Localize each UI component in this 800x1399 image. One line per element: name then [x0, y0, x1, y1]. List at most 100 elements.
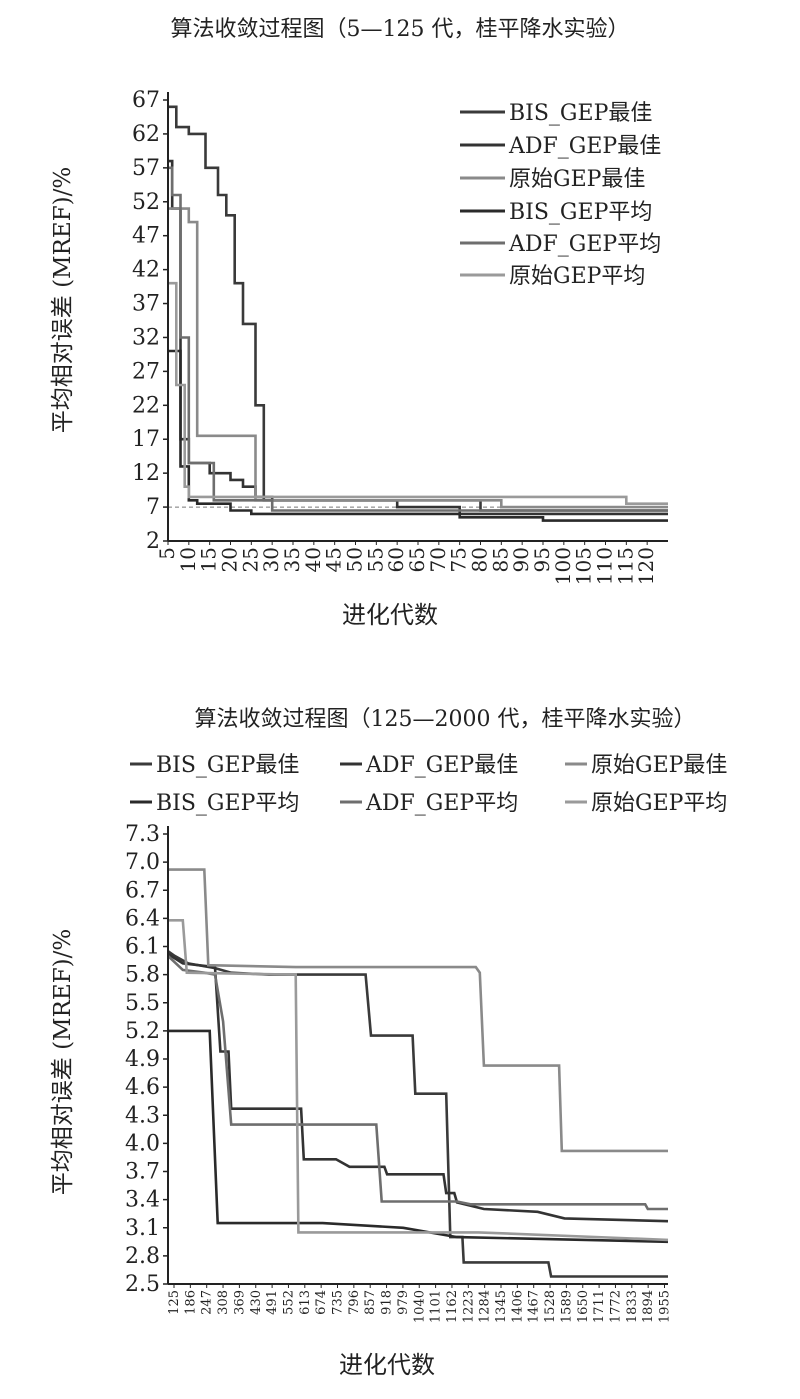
- x-tick-label: 125: [167, 1290, 182, 1315]
- y-tick-label: 5.2: [125, 1019, 160, 1044]
- x-tick-label: 70: [426, 547, 450, 572]
- y-tick-label: 12: [132, 461, 160, 486]
- x-tick-label: 30: [259, 547, 283, 572]
- legend-label: ADF_GEP平均: [365, 791, 518, 816]
- x-tick-label: 1040: [412, 1290, 427, 1323]
- y-tick-label: 2: [146, 529, 160, 554]
- series-line-5: [168, 166, 668, 512]
- x-tick-label: 75: [447, 547, 471, 572]
- x-tick-label: 115: [613, 547, 637, 585]
- y-tick-label: 7.0: [125, 850, 160, 875]
- x-tick-label: 100: [551, 547, 575, 585]
- x-tick-label: 979: [396, 1290, 411, 1315]
- x-tick-label: 95: [530, 547, 554, 572]
- chart-title: 算法收敛过程图（5—125 代，桂平降水实验）: [171, 17, 630, 42]
- series-line-1: [167, 950, 668, 1278]
- x-tick-label: 55: [363, 547, 387, 572]
- x-tick-label: 1284: [478, 1290, 493, 1323]
- legend-label: BIS_GEP最佳: [156, 753, 299, 778]
- series-line-1: [168, 105, 668, 512]
- x-tick-label: 50: [343, 547, 367, 572]
- y-tick-label: 37: [132, 292, 160, 317]
- x-tick-label: 85: [488, 547, 512, 572]
- y-tick-label: 52: [132, 190, 160, 215]
- x-tick-label: 918: [380, 1290, 395, 1315]
- x-tick-label: 110: [593, 547, 617, 585]
- y-tick-label: 5.8: [125, 963, 160, 988]
- legend-label: 原始GEP平均: [509, 264, 645, 289]
- x-tick-label: 552: [281, 1290, 296, 1315]
- series-line-4: [168, 349, 668, 522]
- chart-bottom: 算法收敛过程图（125—2000 代，桂平降水实验） 平均相对误差 (MREF)…: [50, 707, 727, 1379]
- x-tick-label: 1528: [543, 1290, 558, 1323]
- y-tick-label: 4.0: [125, 1131, 160, 1156]
- x-tick-label: 369: [232, 1290, 247, 1315]
- y-tick-label: 57: [132, 156, 160, 181]
- y-tick-label: 67: [132, 88, 160, 113]
- x-tick-label: 105: [572, 547, 596, 585]
- x-axis-label: 进化代数: [339, 1351, 435, 1379]
- series-line-5: [167, 954, 668, 1211]
- y-tick-label: 27: [132, 359, 160, 384]
- x-tick-label: 796: [347, 1290, 362, 1315]
- y-tick-label: 6.7: [125, 878, 160, 903]
- x-tick-label: 1589: [559, 1290, 574, 1323]
- x-tick-label: 613: [298, 1290, 313, 1315]
- x-tick-label: 1406: [510, 1290, 525, 1323]
- legend-label: 原始GEP最佳: [591, 753, 727, 778]
- x-tick-label: 40: [301, 547, 325, 572]
- legend-label: 原始GEP平均: [591, 791, 727, 816]
- legend-label: BIS_GEP最佳: [509, 101, 652, 126]
- x-tick-label: 35: [280, 547, 304, 572]
- y-axis-label: 平均相对误差 (MREF)/%: [50, 167, 76, 433]
- x-tick-label: 1711: [592, 1290, 607, 1323]
- y-tick-label: 7: [146, 495, 160, 520]
- x-tick-label: 308: [216, 1290, 231, 1315]
- y-tick-label: 17: [132, 427, 160, 452]
- series-line-3: [168, 868, 668, 1153]
- x-tick-label: 90: [509, 547, 533, 572]
- y-tick-label: 42: [132, 258, 160, 283]
- x-tick-label: 491: [265, 1290, 280, 1315]
- y-tick-label: 32: [132, 325, 160, 350]
- x-tick-label: 5: [155, 547, 179, 560]
- chart-top: 算法收敛过程图（5—125 代，桂平降水实验） 平均相对误差 (MREF)/% …: [50, 17, 668, 629]
- x-tick-label: 1467: [527, 1290, 542, 1323]
- x-tick-label: 10: [176, 547, 200, 572]
- x-tick-label: 1833: [625, 1290, 640, 1323]
- series-line-3: [168, 207, 668, 509]
- legend-label: 原始GEP最佳: [509, 167, 645, 192]
- y-tick-label: 62: [132, 122, 160, 147]
- x-tick-label: 45: [322, 547, 346, 572]
- x-tick-label: 1162: [445, 1290, 460, 1323]
- y-tick-label: 3.4: [125, 1188, 160, 1213]
- x-tick-label: 735: [331, 1290, 346, 1315]
- x-tick-label: 1772: [608, 1290, 623, 1323]
- legend-label: ADF_GEP平均: [508, 232, 661, 257]
- x-tick-label: 1955: [658, 1290, 673, 1323]
- y-tick-label: 5.5: [125, 991, 160, 1016]
- y-tick-label: 4.9: [125, 1047, 160, 1072]
- series-line-2: [167, 952, 669, 1223]
- x-tick-label: 1345: [494, 1290, 509, 1323]
- y-tick-label: 6.1: [125, 935, 160, 960]
- legend-label: BIS_GEP平均: [509, 200, 652, 225]
- y-tick-label: 22: [132, 393, 160, 418]
- x-axis-label: 进化代数: [342, 601, 438, 629]
- y-tick-label: 7.3: [125, 822, 160, 847]
- y-tick-label: 4.6: [125, 1075, 160, 1100]
- y-tick-label: 3.1: [125, 1216, 160, 1241]
- x-tick-label: 186: [183, 1290, 198, 1315]
- y-tick-label: 6.4: [125, 906, 160, 931]
- x-tick-label: 65: [405, 547, 429, 572]
- x-tick-label: 15: [197, 547, 221, 572]
- x-tick-label: 80: [468, 547, 492, 572]
- x-tick-label: 430: [249, 1290, 264, 1315]
- x-tick-label: 25: [238, 547, 262, 572]
- series-line-6: [168, 281, 668, 505]
- legend-label: ADF_GEP最佳: [508, 134, 661, 159]
- chart-title: 算法收敛过程图（125—2000 代，桂平降水实验）: [195, 707, 696, 732]
- y-tick-label: 3.7: [125, 1160, 160, 1185]
- x-tick-label: 247: [200, 1290, 215, 1315]
- y-tick-label: 4.3: [125, 1103, 160, 1128]
